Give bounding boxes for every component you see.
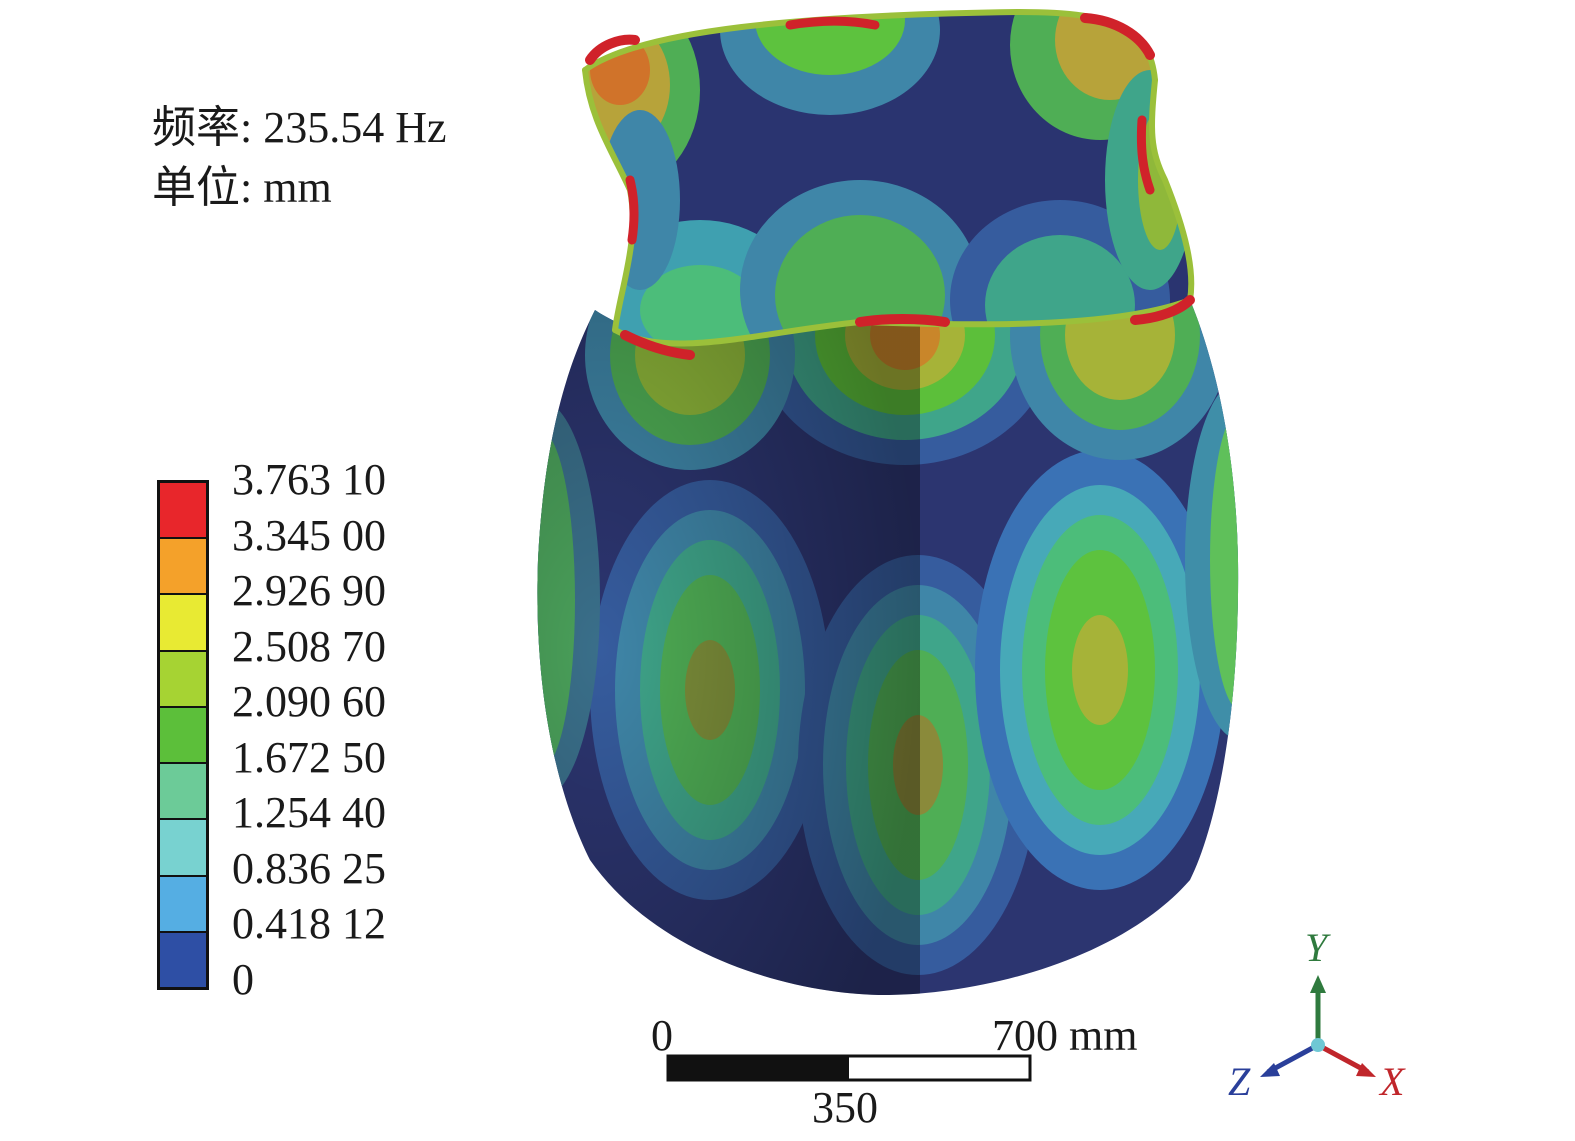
legend-label: 2.508 70 — [232, 621, 386, 671]
legend-label: 3.763 10 — [232, 455, 386, 504]
axis-label-y: Y — [1305, 925, 1328, 970]
legend-label: 3.345 00 — [232, 510, 386, 560]
unit-info: 单位: mm — [152, 166, 332, 210]
axis-label-z: Z — [1228, 1059, 1251, 1104]
legend-swatch — [160, 707, 206, 765]
scale-end-label: 700 mm — [992, 1011, 1138, 1060]
rim-edge — [582, 8, 1195, 360]
unit-value: mm — [263, 163, 332, 212]
axis-label-x: X — [1380, 1059, 1405, 1104]
legend-label: 1.254 40 — [232, 788, 386, 837]
legend-swatch — [160, 483, 206, 540]
legend-label: 1.672 50 — [232, 732, 386, 782]
legend-label: 0 — [232, 954, 254, 1004]
legend-swatch — [160, 932, 206, 987]
legend-swatch — [160, 876, 206, 933]
legend-swatch — [160, 764, 206, 821]
legend-label: 2.926 90 — [232, 566, 386, 615]
scale-mid-label: 350 — [812, 1083, 878, 1132]
scale-start-label: 0 — [651, 1011, 673, 1060]
scale-bar — [666, 1054, 1032, 1082]
frequency-value: 235.54 Hz — [263, 103, 447, 152]
unit-label: 单位: — [152, 163, 253, 212]
frequency-info: 频率: 235.54 Hz — [152, 106, 447, 150]
legend-swatch — [160, 595, 206, 652]
axis-triad — [1260, 975, 1376, 1077]
legend-label: 2.090 60 — [232, 677, 386, 726]
legend-swatch — [160, 539, 206, 596]
legend-label: 0.418 12 — [232, 899, 386, 948]
legend-swatch — [160, 820, 206, 877]
legend-label: 0.836 25 — [232, 843, 386, 893]
frequency-label: 频率: — [152, 103, 253, 152]
inner-wall — [585, 12, 1192, 344]
color-legend-bar — [157, 480, 209, 990]
legend-swatch — [160, 651, 206, 708]
